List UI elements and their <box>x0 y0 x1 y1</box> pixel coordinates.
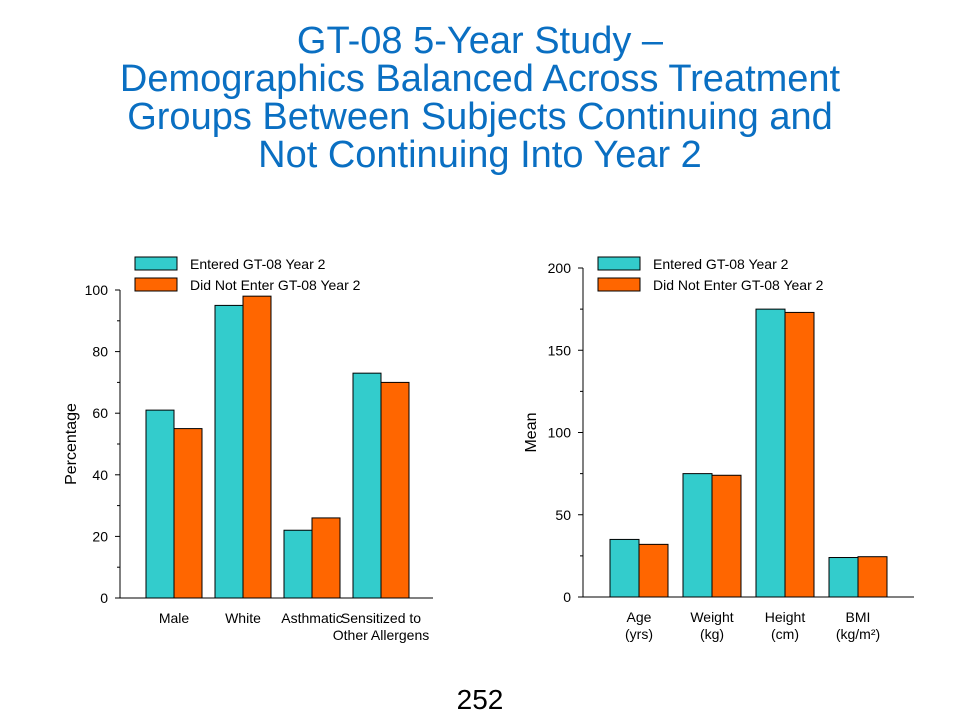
title-line: GT-08 5-Year Study – <box>296 20 664 62</box>
bar <box>242 295 272 599</box>
y-tick-label: 40 <box>92 467 108 483</box>
bar <box>711 474 742 598</box>
y-tick-label: 0 <box>100 590 108 606</box>
x-tick-label: Sensitized to <box>341 610 421 626</box>
title-line: Not Continuing Into Year 2 <box>258 134 702 176</box>
y-tick-label: 150 <box>548 342 572 358</box>
y-tick-label: 20 <box>92 528 108 544</box>
x-tick-label: White <box>225 610 261 626</box>
bar <box>173 428 203 599</box>
bar <box>682 473 713 598</box>
y-tick-label: 100 <box>548 425 572 441</box>
bar <box>283 529 313 599</box>
bar <box>352 372 382 599</box>
bar <box>828 557 859 598</box>
bar <box>609 538 640 598</box>
legend-swatch <box>597 256 641 271</box>
y-tick-label: 200 <box>548 260 572 276</box>
chart-1: 0 20 40 60 80 100 Percentage Male White Asthmatic… <box>63 256 433 643</box>
x-tick-label: (kg/m²) <box>836 626 880 642</box>
chart-2: 0 50 100 150 200 Mean Age(yrs) Weight(kg) Height… <box>523 256 914 642</box>
y-tick-label: 100 <box>85 282 109 298</box>
title-line: Groups Between Subjects Continuing and <box>127 96 833 138</box>
legend-swatch <box>134 277 178 292</box>
y-tick-label: 80 <box>92 344 108 360</box>
y-axis-label: Mean <box>523 412 540 452</box>
slide-title: GT-08 5-Year Study – Demographics Balanc… <box>0 22 960 174</box>
bar <box>380 381 410 599</box>
bar <box>755 308 786 598</box>
y-axis-label: Percentage <box>63 403 80 485</box>
legend-label: Entered GT-08 Year 2 <box>653 256 789 272</box>
legend-swatch <box>597 277 641 292</box>
x-tick-label: Male <box>159 610 190 626</box>
legend-label: Entered GT-08 Year 2 <box>190 256 326 272</box>
bar <box>638 543 669 598</box>
x-tick-label: (kg) <box>700 626 724 642</box>
x-tick-label: (yrs) <box>625 626 653 642</box>
x-tick-label: (cm) <box>771 626 799 642</box>
y-tick-label: 0 <box>563 589 571 605</box>
bar <box>311 517 341 599</box>
x-tick-label: Height <box>765 609 806 625</box>
x-tick-label: Other Allergens <box>333 627 430 643</box>
page-number: 252 <box>456 684 504 715</box>
legend-swatch <box>134 256 178 271</box>
title-line: Demographics Balanced Across Treatment <box>119 58 841 100</box>
legend-label: Did Not Enter GT-08 Year 2 <box>190 277 361 293</box>
bar <box>857 556 888 598</box>
bar <box>784 311 815 598</box>
x-tick-label: Asthmatic <box>281 610 342 626</box>
legend-label: Did Not Enter GT-08 Year 2 <box>653 277 824 293</box>
bar <box>145 409 175 599</box>
x-tick-label: Age <box>627 609 652 625</box>
bar <box>214 304 244 599</box>
x-tick-label: BMI <box>846 609 871 625</box>
y-tick-label: 50 <box>555 507 571 523</box>
x-tick-label: Weight <box>690 609 733 625</box>
y-tick-label: 60 <box>92 405 108 421</box>
